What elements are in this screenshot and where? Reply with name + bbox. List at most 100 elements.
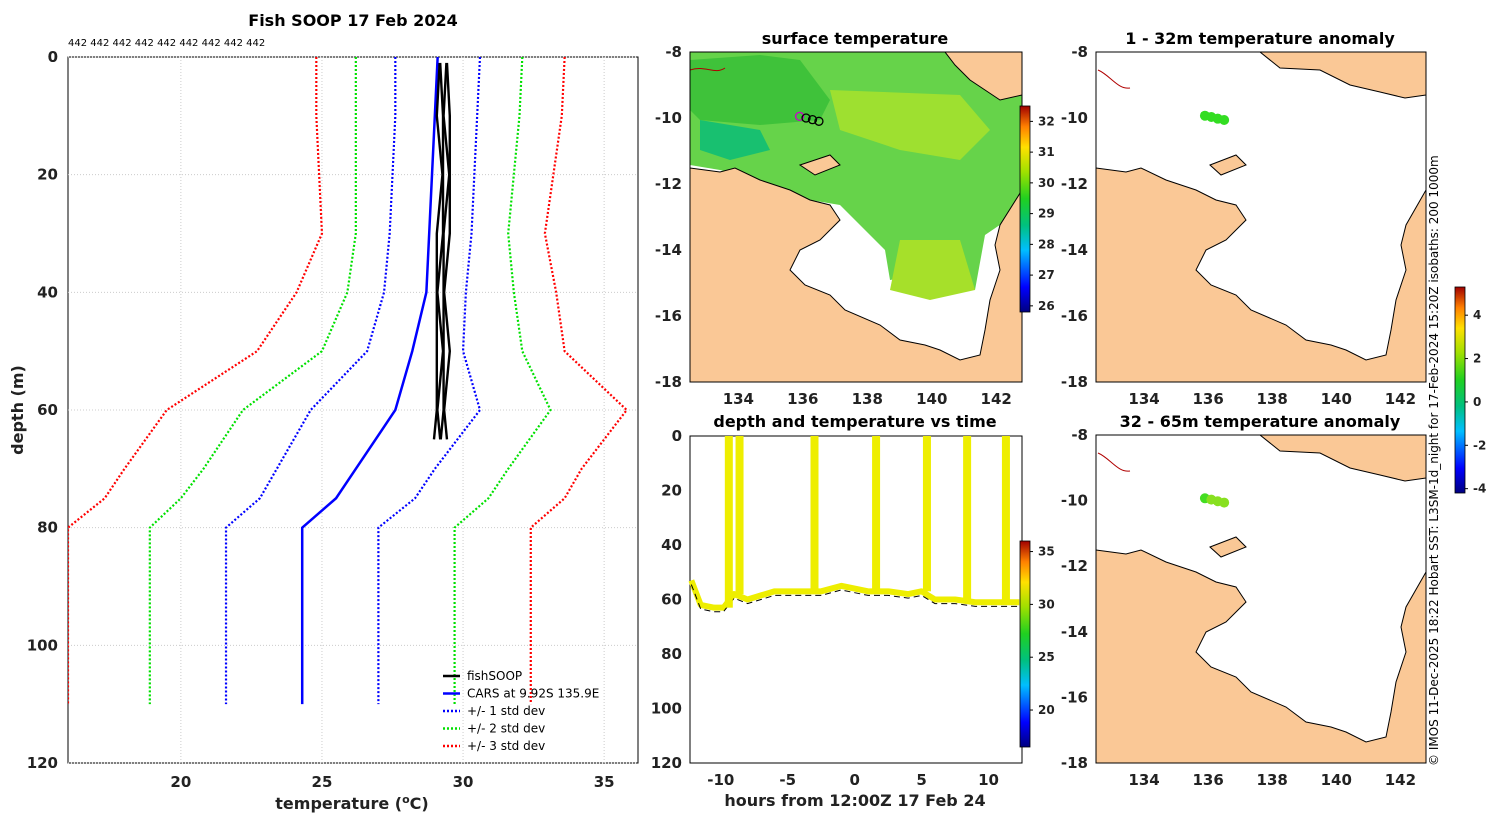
anom_1_32-ytick-label: -14 xyxy=(1061,241,1088,259)
sst_map-ytick-label: -16 xyxy=(655,307,682,325)
anom_32_65-ytick-label: -14 xyxy=(1061,623,1088,641)
legend-label: fishSOOP xyxy=(467,669,522,683)
sst_map-ytick-label: -14 xyxy=(655,241,682,259)
anomaly-32-65-title: 32 - 65m temperature anomaly xyxy=(1120,412,1401,431)
sst-title: surface temperature xyxy=(762,29,949,48)
colorbar-tick-label: 31 xyxy=(1038,145,1055,159)
profile-title: Fish SOOP 17 Feb 2024 xyxy=(248,11,457,30)
profile-series--2-std-dev-low- xyxy=(148,57,357,705)
depth-time-ytick-label: 120 xyxy=(651,754,682,772)
depth-time-xtick-label: -5 xyxy=(779,771,796,789)
anomaly-32-65-chart: 32 - 65m temperature anomaly 134 136 138 14… xyxy=(1061,286,1486,789)
anomaly-colorbar xyxy=(1454,286,1466,494)
sst-track-point xyxy=(801,113,811,123)
depth-time-ytick-label: 20 xyxy=(661,482,682,500)
profile-ytick-label: 40 xyxy=(37,283,58,301)
colorbar-tick-label: 29 xyxy=(1038,207,1055,221)
profile-series--1-std-dev-low- xyxy=(224,57,397,705)
anom_32_65-xtick-label: 136 xyxy=(1192,771,1223,789)
profile-ytick-label: 20 xyxy=(37,166,58,184)
depth-time-ytick-label: 0 xyxy=(672,427,682,445)
anomaly-1-32-isobath xyxy=(1097,69,1131,89)
anom_32_65-ytick-label: -12 xyxy=(1061,557,1088,575)
sst_map-ytick-label: -12 xyxy=(655,175,682,193)
colorbar-tick-label: 2 xyxy=(1473,352,1481,366)
profile-series--2-std-dev-high- xyxy=(453,57,552,705)
profile-xlabel: temperature (oC) xyxy=(275,793,428,813)
colorbar-tick-label: 25 xyxy=(1038,650,1055,664)
profile-chart: Fish SOOP 17 Feb 2024 442 442 442 442 44… xyxy=(8,11,639,813)
colorbar-tick-label: -2 xyxy=(1473,438,1486,452)
anomaly-1-32-title: 1 - 32m temperature anomaly xyxy=(1125,29,1395,48)
anom_1_32-xtick-label: 140 xyxy=(1321,390,1352,408)
sst-track-point xyxy=(794,111,805,121)
anomaly-32-65-land-mainland xyxy=(1096,549,1426,763)
anom_1_32-ytick-label: -16 xyxy=(1061,307,1088,325)
anomaly-32-65-point xyxy=(1219,497,1230,508)
depth-time-dive-cast xyxy=(922,436,931,592)
anomaly-32-65-axes-frame xyxy=(1095,434,1427,764)
sst_map-ytick-label: -18 xyxy=(655,373,682,391)
profile-series-fishsoop xyxy=(432,62,444,440)
legend-label: +/- 1 std dev xyxy=(467,704,545,718)
anomaly-32-65-land-island xyxy=(1209,536,1247,558)
colorbar-tick-label: 4 xyxy=(1473,308,1481,322)
sst-land-north xyxy=(944,52,1022,101)
depth-time-dive-cast xyxy=(724,436,733,608)
colorbar-tick-label: 0 xyxy=(1473,395,1481,409)
anom_1_32-ytick-label: -8 xyxy=(1071,43,1088,61)
legend-label: +/- 2 std dev xyxy=(467,722,545,736)
colorbar-tick-label: 28 xyxy=(1038,237,1055,251)
profile-ylabel: depth (m) xyxy=(8,365,27,455)
profile-ytick-label: 60 xyxy=(37,401,58,419)
colorbar-tick-label: 32 xyxy=(1038,114,1055,128)
anom_1_32-xtick-label: 142 xyxy=(1385,390,1416,408)
depth-time-dive-cast xyxy=(810,436,819,592)
sst_map-xtick-label: 138 xyxy=(852,390,883,408)
depth-time-xlabel: hours from 12:00Z 17 Feb 24 xyxy=(724,791,985,810)
depth-time-ytick-label: 100 xyxy=(651,700,682,718)
depth-time-ytick-label: 80 xyxy=(661,645,682,663)
anom_32_65-xtick-label: 140 xyxy=(1321,771,1352,789)
depth-time-xtick-label: -10 xyxy=(707,771,734,789)
profile-xtick-label: 35 xyxy=(594,773,615,791)
anom_32_65-ytick-label: -18 xyxy=(1061,754,1088,772)
sst-southern-patch xyxy=(890,240,975,300)
anomaly-1-32-axes-frame xyxy=(1095,51,1427,383)
anomaly-1-32-point xyxy=(1219,114,1230,125)
profile-ytick-label: 100 xyxy=(27,636,58,654)
profile-ytick-label: 0 xyxy=(48,48,58,66)
depth-time-ytick-label: 40 xyxy=(661,536,682,554)
depth-time-dive-cast xyxy=(872,436,881,592)
profile-series-cars-at-9-92s-135-9e xyxy=(300,57,439,705)
profile-series-fishsoop xyxy=(439,62,451,440)
depth-time-dive-cast xyxy=(963,436,972,603)
sst-track-point xyxy=(814,116,824,126)
legend-label: CARS at 9.92S 135.9E xyxy=(467,687,599,701)
anom_1_32-xtick-label: 138 xyxy=(1257,390,1288,408)
sst-land-mainland xyxy=(690,167,1022,382)
profile-series--1-std-dev-high- xyxy=(377,57,482,705)
depth-time-xtick-label: 10 xyxy=(978,771,999,789)
anom_32_65-xtick-label: 142 xyxy=(1385,771,1416,789)
sst-map-chart: surface temperature 134 136 138 140 142 -8 -10… xyxy=(655,29,1055,408)
anomaly-1-32-land-mainland xyxy=(1096,167,1426,382)
legend-label: +/- 3 std dev xyxy=(467,739,545,753)
anom_1_32-xtick-label: 136 xyxy=(1192,390,1223,408)
colorbar-tick-label: 30 xyxy=(1038,176,1055,190)
anom_1_32-ytick-label: -18 xyxy=(1061,373,1088,391)
depth-time-xtick-label: 0 xyxy=(849,771,859,789)
sst-warm-patch xyxy=(690,55,830,125)
anom_32_65-ytick-label: -16 xyxy=(1061,688,1088,706)
sst-track-point xyxy=(807,115,818,125)
depth-time-chart: depth and temperature vs time -10 -5 0 5 100… xyxy=(651,412,1055,810)
depth-time-xtick-label: 5 xyxy=(916,771,926,789)
profile-counts-label: 442 442 442 442 442 442 442 442 442 xyxy=(68,38,265,49)
profile-ytick-label: 120 xyxy=(27,754,58,772)
colorbar-tick-label: 30 xyxy=(1038,597,1055,611)
anom_1_32-xtick-label: 134 xyxy=(1128,390,1159,408)
profile-series-fishsoop xyxy=(442,62,451,440)
anom_1_32-ytick-label: -12 xyxy=(1061,175,1088,193)
sst_map-xtick-label: 140 xyxy=(916,390,947,408)
